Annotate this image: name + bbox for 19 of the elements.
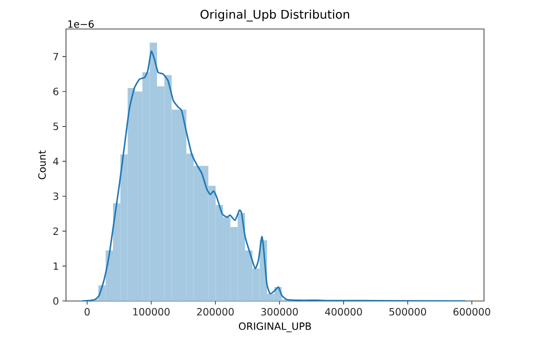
x-tick-label: 500000 (389, 308, 426, 316)
x-tick-label: 0 (84, 308, 90, 316)
chart-title: Original_Upb Distribution (200, 10, 350, 22)
x-tick-label: 100000 (133, 308, 170, 316)
y-tick-label: 4 (53, 158, 58, 165)
x-tick-label: 200000 (197, 308, 234, 316)
x-tick-label: 600000 (454, 308, 490, 316)
y-axis-title: Count (38, 150, 46, 180)
x-axis-title: ORIGINAL_UPB (238, 322, 311, 332)
y-tick-label: 1 (54, 262, 58, 270)
y-tick-label: 0 (53, 297, 58, 305)
y-tick-label: 7 (53, 52, 58, 60)
y-tick-label: 5 (53, 122, 58, 130)
y-tick-label: 3 (53, 192, 58, 200)
text: 1e−6 (68, 20, 94, 28)
y-tick-label: 2 (53, 227, 58, 235)
x-tick-label: 400000 (325, 308, 362, 316)
x-tick-label: 300000 (261, 308, 298, 316)
y-tick-label: 6 (53, 88, 58, 96)
